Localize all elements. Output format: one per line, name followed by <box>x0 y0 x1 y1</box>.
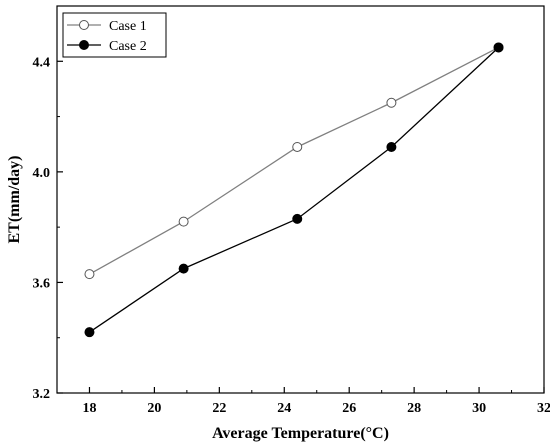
data-point <box>178 216 189 227</box>
y-tick-label: 4.4 <box>33 55 51 70</box>
x-tick-label: 18 <box>82 401 96 416</box>
series-2 <box>84 42 504 338</box>
x-tick-label: 32 <box>537 401 550 416</box>
y-axis-title: ET(mm/day) <box>6 156 23 244</box>
legend-label: Case 2 <box>109 39 147 54</box>
legend-label: Case 1 <box>109 19 147 34</box>
series-1 <box>84 42 504 280</box>
y-tick-label: 4.0 <box>33 166 51 181</box>
legend-item: Case 1 <box>67 19 147 34</box>
plot-frame <box>56 5 545 394</box>
legend-item: Case 2 <box>67 39 147 54</box>
data-point <box>386 97 397 108</box>
data-point <box>292 213 303 224</box>
y-tick-label: 3.6 <box>33 276 51 291</box>
x-tick-label: 22 <box>212 401 226 416</box>
y-tick-label: 3.2 <box>33 387 51 402</box>
data-point <box>178 263 189 274</box>
series-line <box>89 46 499 275</box>
x-tick-label: 26 <box>342 401 356 416</box>
x-axis-ticks: 18 20 22 24 26 28 30 32 <box>56 387 550 416</box>
data-point <box>386 141 397 152</box>
legend-box <box>62 12 167 58</box>
data-point <box>292 141 303 152</box>
legend-marker <box>79 20 89 30</box>
legend-marker <box>79 40 89 50</box>
plot-area <box>56 5 545 394</box>
series-group <box>84 42 504 338</box>
y-axis-ticks: 3.2 3.6 4.0 4.4 <box>33 55 63 402</box>
x-axis-title: Average Temperature(°C) <box>212 425 389 442</box>
x-tick-label: 20 <box>147 401 161 416</box>
x-tick-label: 28 <box>407 401 421 416</box>
data-point <box>84 269 95 280</box>
x-tick-label: 24 <box>277 401 291 416</box>
legend: Case 1 Case 2 <box>62 12 167 58</box>
data-point <box>84 327 95 338</box>
series-line <box>89 46 499 333</box>
x-tick-label: 30 <box>472 401 486 416</box>
data-point <box>493 42 504 53</box>
